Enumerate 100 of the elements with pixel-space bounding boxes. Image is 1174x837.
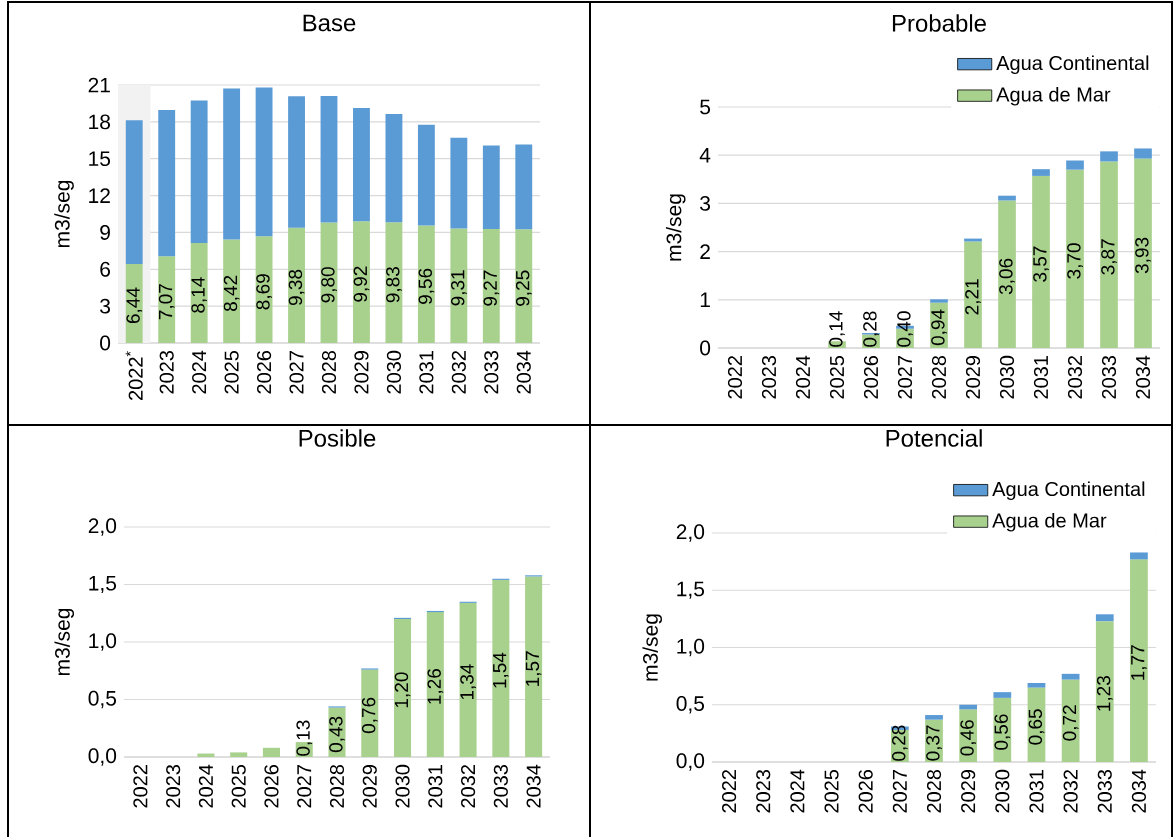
data-label: 0,40 — [897, 311, 913, 347]
x-tick-label: 2033 — [1101, 355, 1117, 399]
x-tick-label: 2024 — [790, 769, 805, 813]
bar — [1134, 148, 1152, 159]
data-label: 7,07 — [158, 284, 175, 320]
data-label: 0,14 — [829, 311, 845, 347]
x-tick-label: 2024 — [795, 355, 811, 399]
bar — [1032, 175, 1050, 348]
x-tick-label: 2031 — [1029, 770, 1044, 813]
x-tick-label: 2033 — [1097, 769, 1112, 813]
bar — [1095, 621, 1114, 762]
data-label: 2,21 — [965, 279, 981, 315]
x-tick-label: 2027 — [297, 765, 312, 808]
bar — [1061, 673, 1080, 680]
x-tick-label: 2032 — [1063, 770, 1078, 813]
x-tick-label: 2029 — [961, 770, 976, 813]
y-tick-label: 2,0 — [676, 524, 705, 542]
bar — [353, 221, 370, 343]
data-label: 0,28 — [863, 311, 879, 347]
x-tick-label: 2027 — [289, 351, 304, 394]
y-tick-label: 0,0 — [88, 748, 117, 766]
bar — [417, 225, 435, 343]
bar — [125, 120, 143, 264]
chart-title: Potencial — [886, 429, 982, 447]
x-tick-label: 2030 — [995, 769, 1010, 813]
bar — [1134, 158, 1152, 348]
y-tick-label: 0,0 — [676, 753, 705, 771]
y-tick-label: 12 — [89, 188, 110, 203]
x-tick-label: 2024 — [198, 764, 213, 808]
data-label: 1,26 — [427, 669, 444, 704]
bar — [482, 229, 500, 343]
x-tick-label: 2023 — [166, 764, 181, 808]
y-tick-label: 0 — [700, 340, 711, 356]
x-tick-label: 2028 — [329, 764, 345, 808]
y-tick-label: 15 — [89, 151, 111, 167]
x-tick-label: 2026 — [257, 350, 272, 394]
y-axis-title: m3/seg — [54, 180, 74, 248]
data-label: 6,44 — [126, 287, 143, 324]
bar — [1066, 160, 1084, 170]
data-label: 3,57 — [1033, 246, 1049, 282]
bar — [223, 88, 241, 240]
y-tick-label: 1,0 — [677, 638, 705, 657]
bar — [1130, 559, 1148, 762]
x-tick-label: 2034 — [1131, 769, 1146, 813]
data-label: 1,20 — [394, 672, 411, 708]
data-label: 0,94 — [931, 309, 947, 346]
data-label: 8,14 — [191, 277, 208, 313]
data-label: 1,57 — [525, 651, 542, 686]
x-tick-label: 2026 — [863, 355, 879, 399]
y-tick-label: 2 — [700, 244, 710, 259]
data-label: 0,76 — [361, 697, 378, 734]
x-tick-label: 2033 — [484, 350, 499, 394]
y-tick-label: 21 — [88, 77, 110, 93]
bar — [288, 227, 305, 343]
y-tick-label: 3 — [700, 195, 711, 211]
y-tick-label: 3 — [100, 298, 111, 314]
data-label: 9,83 — [386, 267, 402, 303]
x-tick-label: 2030 — [395, 764, 410, 808]
x-tick-label: 2034 — [1135, 355, 1151, 399]
data-label: 0,65 — [1028, 709, 1045, 745]
bar — [288, 96, 305, 228]
legend-label: Agua de Mar — [996, 86, 1111, 106]
y-tick-label: 0,5 — [676, 696, 705, 714]
data-label: 3,06 — [999, 258, 1015, 295]
x-tick-label: 2032 — [1067, 356, 1083, 399]
data-label: 1,77 — [1131, 645, 1147, 680]
data-label: 0,37 — [926, 725, 942, 761]
x-tick-label: 2025 — [231, 764, 246, 808]
legend-label: Agua Continental — [992, 481, 1145, 501]
bar — [361, 669, 379, 757]
data-label: 0,28 — [892, 725, 908, 761]
x-tick-label: 2026 — [264, 764, 279, 808]
bar — [459, 602, 477, 757]
data-label: 0,46 — [960, 720, 977, 756]
x-tick-label: 2029 — [965, 356, 981, 399]
chart-title: Base — [303, 14, 356, 32]
bar — [385, 114, 403, 223]
x-tick-label: 2030 — [999, 355, 1015, 399]
bar — [964, 241, 982, 348]
data-label: 1,23 — [1096, 676, 1113, 711]
y-axis-title: m3/seg — [642, 614, 663, 681]
data-label: 9,25 — [515, 270, 532, 306]
y-tick-label: 2,0 — [88, 518, 117, 536]
legend-label: Agua Continental — [996, 55, 1149, 75]
bar — [998, 200, 1016, 348]
bar — [158, 256, 176, 343]
x-tick-label: 2028 — [926, 769, 942, 813]
bar — [320, 96, 338, 223]
bar — [1032, 169, 1050, 176]
x-tick-label: 2026 — [858, 769, 873, 813]
y-tick-label: 1,0 — [89, 633, 117, 651]
x-tick-label: 2027 — [892, 770, 907, 813]
bar — [417, 124, 435, 226]
bar — [450, 137, 468, 229]
data-label: 1,54 — [493, 652, 509, 688]
y-tick-label: 1,5 — [677, 581, 705, 599]
y-tick-label: 4 — [699, 147, 711, 163]
bar — [385, 222, 403, 343]
bar — [1066, 169, 1084, 348]
bar — [426, 612, 444, 757]
